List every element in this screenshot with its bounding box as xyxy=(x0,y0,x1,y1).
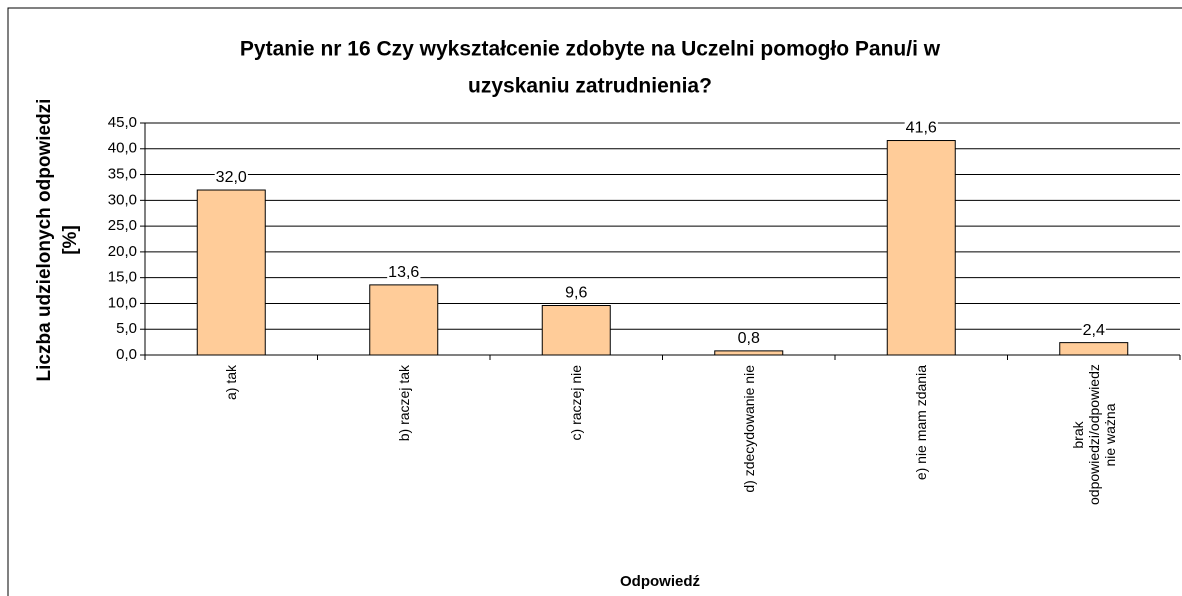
y-tick-label: 15,0 xyxy=(108,269,137,286)
data-label-bg xyxy=(1081,321,1106,339)
data-label-bg xyxy=(387,264,421,282)
bar xyxy=(886,140,956,356)
bar xyxy=(1059,342,1129,356)
x-tick-text: b) raczej tak xyxy=(395,365,412,442)
chart-title: uzyskaniu zatrudnienia? xyxy=(468,75,712,98)
data-label-bg xyxy=(564,284,589,302)
data-label: 13,6 xyxy=(388,264,419,281)
y-tick-label: 35,0 xyxy=(108,166,137,183)
x-tick-label: c) raczej nie xyxy=(568,365,584,596)
data-label: 2,4 xyxy=(1083,322,1105,339)
data-label-bg xyxy=(904,119,938,137)
x-tick-text: e) nie mam zdania xyxy=(913,365,930,481)
data-label: 32,0 xyxy=(216,169,247,186)
x-axis-label: Odpowiedź xyxy=(620,573,700,590)
bar xyxy=(541,305,611,356)
bar xyxy=(369,284,439,356)
x-tick-text: c) raczej nie xyxy=(568,365,585,441)
data-label: 0,8 xyxy=(738,330,760,347)
x-tick-label: d) zdecydowanie nie xyxy=(741,365,757,596)
y-tick-label: 40,0 xyxy=(108,140,137,157)
y-tick-label: 20,0 xyxy=(108,243,137,260)
data-label: 9,6 xyxy=(565,285,587,302)
chart-title: Pytanie nr 16 Czy wykształcenie zdobyte … xyxy=(240,38,941,61)
x-tick-text: brak odpowiedzi/odpowiedz nie ważna xyxy=(1069,364,1118,505)
y-tick-label: 10,0 xyxy=(108,294,137,311)
y-tick-label: 30,0 xyxy=(108,191,137,208)
x-tick-text: d) zdecydowanie nie xyxy=(740,365,757,493)
x-tick-label: e) nie mam zdania xyxy=(913,365,929,596)
bar xyxy=(714,350,784,356)
x-tick-text: a) tak xyxy=(223,365,240,401)
y-axis-label: Liczba udzielonych odpowiedzi xyxy=(34,99,55,382)
y-tick-label: 45,0 xyxy=(108,114,137,131)
x-tick-label: brak odpowiedzi/odpowiedz nie ważna xyxy=(1069,364,1118,596)
y-tick-label: 0,0 xyxy=(116,346,137,363)
data-label: 41,6 xyxy=(906,120,937,137)
x-tick-label: b) raczej tak xyxy=(396,365,412,596)
bar xyxy=(196,189,266,356)
data-label-bg xyxy=(214,169,248,187)
data-label-bg xyxy=(736,330,761,348)
y-tick-label: 5,0 xyxy=(116,320,137,337)
x-tick-label: a) tak xyxy=(223,365,239,596)
y-tick-label: 25,0 xyxy=(108,217,137,234)
y-axis-label: [%] xyxy=(60,225,81,255)
